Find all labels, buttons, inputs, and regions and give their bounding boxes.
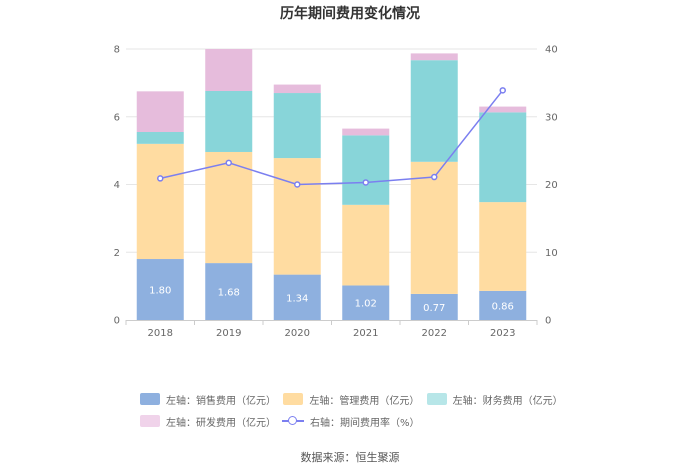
bar-segment [479, 290, 527, 320]
left-axis-tick-label: 2 [114, 248, 120, 259]
rate-point [431, 173, 438, 181]
legend-item-finance[interactable]: 左轴：财务费用（亿元） [426, 392, 570, 407]
legend-swatch [140, 393, 160, 405]
rate-point [499, 87, 506, 94]
bar-segment [205, 91, 253, 152]
bars: 1.80 1.68 1.34 1.02 0.77 0.86 [136, 49, 527, 320]
bar-data-label: 0.86 [492, 301, 514, 312]
right-axis-tick-label: 40 [545, 45, 558, 56]
bar-data-label: 1.34 [286, 293, 308, 304]
chart-title: 历年期间费用变化情况 [280, 5, 420, 22]
right-axis-tick-label: 0 [545, 316, 551, 327]
bar-segment [136, 259, 184, 320]
rate-point [225, 159, 232, 167]
gridlines [126, 48, 537, 253]
left-axis-tick-label: 0 [114, 316, 120, 327]
legend-swatch [283, 393, 304, 405]
x-axis-tick-label: 2021 [353, 328, 378, 339]
bar-segment [410, 53, 458, 61]
x-axis-tick-label: 2020 [285, 328, 310, 339]
left-axis-tick-label: 6 [114, 112, 120, 123]
axes: 0 2 4 6 8 0 10 20 30 40 2018 2019 2020 2021 2022 2023 [114, 45, 558, 340]
bar-segment [273, 84, 321, 94]
legend-label: 左轴：研发费用（亿元） [166, 417, 276, 429]
legend-item-rate[interactable]: 右轴：期间费用率（%） [282, 414, 427, 429]
bar-data-label: 1.68 [218, 288, 240, 299]
bar-segment [205, 263, 253, 320]
bar-segment [342, 204, 390, 286]
legend-label: 左轴：财务费用（亿元） [452, 395, 563, 407]
legend-label: 左轴：销售费用（亿元） [166, 395, 276, 407]
legend: 左轴：销售费用（亿元） 左轴：管理费用（亿元） 左轴：财务费用（亿元） 左轴：研… [140, 388, 570, 432]
x-axis-tick-label: 2018 [148, 328, 173, 339]
bar-segment [205, 151, 253, 264]
rate-point [294, 181, 301, 188]
bar-segment [479, 106, 527, 113]
bar-data-label: 1.80 [149, 286, 171, 297]
legend-swatch [140, 415, 160, 427]
bar-segment [342, 285, 390, 320]
rate-point [157, 175, 164, 182]
right-axis-tick-label: 20 [545, 180, 558, 191]
right-axis-tick-label: 10 [545, 248, 558, 259]
legend-swatch [426, 393, 447, 405]
legend-item-sales[interactable]: 左轴：销售费用（亿元） [140, 392, 283, 407]
bar-segment [479, 202, 527, 291]
right-axis-tick-label: 30 [545, 112, 558, 123]
bar-segment [273, 93, 321, 159]
legend-item-admin[interactable]: 左轴：管理费用（亿元） [283, 392, 426, 407]
legend-line-icon [282, 415, 304, 427]
bar-segment [342, 128, 390, 136]
left-axis-tick-label: 8 [114, 45, 120, 56]
bar-segment [410, 161, 458, 294]
bar-segment [136, 91, 184, 132]
bar-segment [136, 143, 184, 260]
data-source: 数据来源：恒生聚源 [300, 451, 400, 464]
x-axis-tick-label: 2019 [216, 328, 241, 339]
bar-data-label: 1.02 [355, 299, 377, 310]
bar-segment [410, 60, 458, 162]
x-axis-tick-label: 2023 [490, 328, 515, 339]
rate-point [362, 179, 369, 186]
legend-label: 右轴：期间费用率（%） [310, 417, 420, 429]
rate-line [157, 87, 506, 188]
x-axis-tick-label: 2022 [422, 328, 447, 339]
bar-segment [410, 293, 458, 320]
bar-segment [479, 112, 527, 203]
bar-segment [342, 135, 390, 205]
legend-label: 左轴：管理费用（亿元） [309, 395, 420, 407]
bar-segment [205, 49, 253, 92]
bar-segment [273, 274, 321, 320]
bar-segment [136, 131, 184, 144]
bar-segment [273, 158, 321, 275]
left-axis-tick-label: 4 [114, 180, 120, 191]
rate-line-path [160, 89, 504, 186]
bar-data-label: 0.77 [423, 303, 445, 314]
legend-item-rnd[interactable]: 左轴：研发费用（亿元） [140, 414, 282, 429]
